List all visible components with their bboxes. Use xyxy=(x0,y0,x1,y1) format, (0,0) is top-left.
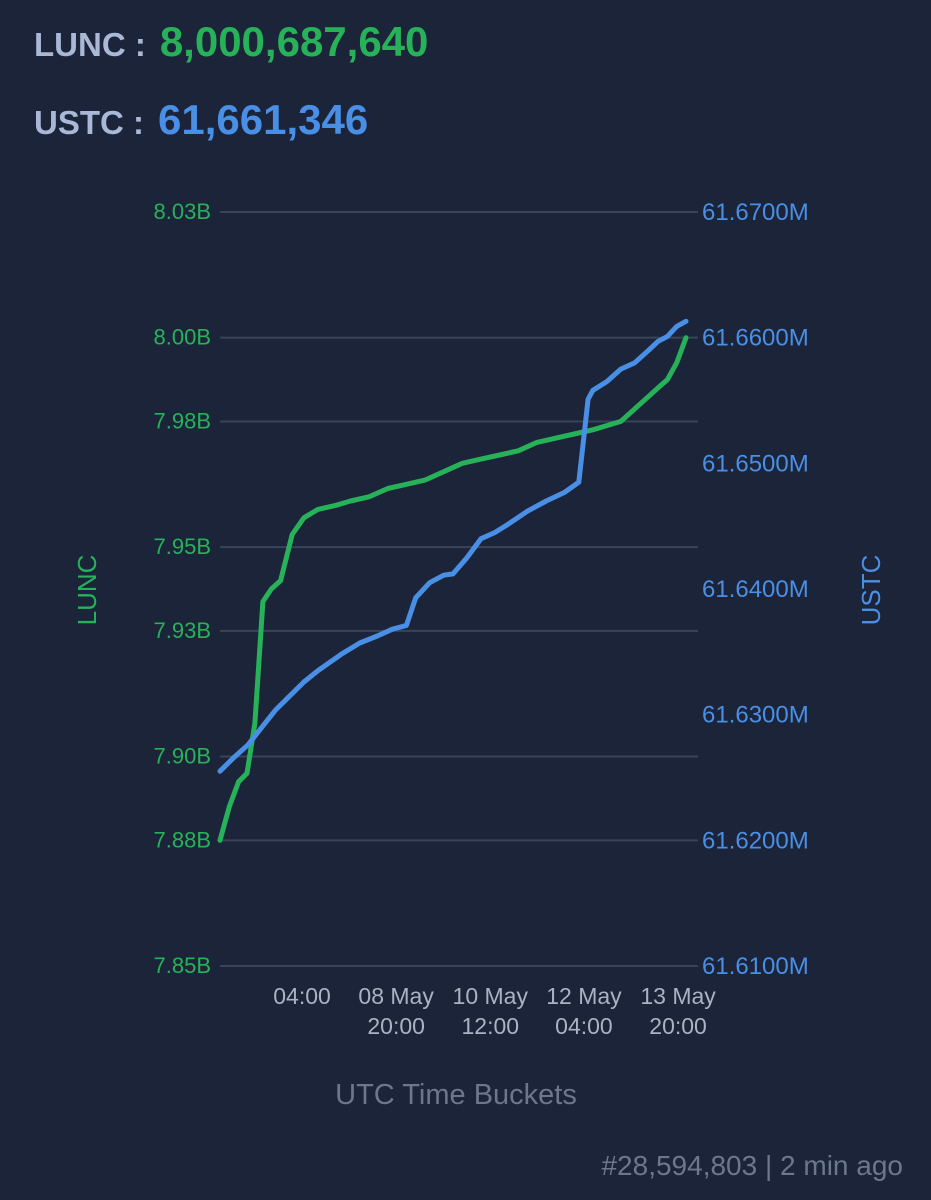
x-axis-title: UTC Time Buckets xyxy=(335,1079,577,1111)
ustc-supply-row: USTC : 61,661,346 xyxy=(34,96,368,144)
left-tick-label: 7.85B xyxy=(154,953,212,978)
left-tick-label: 7.93B xyxy=(154,618,212,643)
x-tick-label: 12 May xyxy=(546,983,622,1009)
x-tick-label: 13 May xyxy=(640,983,716,1009)
x-tick-label: 04:00 xyxy=(555,1013,613,1039)
right-axis-title: USTC xyxy=(856,555,886,626)
lunc-supply-row: LUNC : 8,000,687,640 xyxy=(34,18,428,66)
left-tick-label: 7.95B xyxy=(154,534,212,559)
lunc-supply-value: 8,000,687,640 xyxy=(159,18,429,65)
lunc-series-line xyxy=(217,335,689,843)
left-tick-label: 7.90B xyxy=(154,744,212,769)
lunc-supply-label: LUNC : xyxy=(34,26,146,63)
left-tick-label: 7.88B xyxy=(154,827,212,852)
x-tick-label: 20:00 xyxy=(367,1013,425,1039)
x-tick-label: 08 May xyxy=(358,983,434,1009)
ustc-supply-value: 61,661,346 xyxy=(158,96,369,143)
block-status-footer: #28,594,803 | 2 min ago xyxy=(601,1150,903,1181)
right-tick-label: 61.6400M xyxy=(702,576,809,603)
right-tick-label: 61.6100M xyxy=(702,953,809,980)
right-tick-label: 61.6700M xyxy=(702,199,809,226)
ustc-supply-label: USTC : xyxy=(34,104,144,141)
left-tick-label: 8.03B xyxy=(154,199,212,224)
ustc-series-line xyxy=(217,318,689,774)
right-tick-label: 61.6200M xyxy=(702,827,809,854)
x-tick-label: 10 May xyxy=(453,983,529,1009)
right-tick-label: 61.6500M xyxy=(702,450,809,477)
left-tick-label: 7.98B xyxy=(154,408,212,433)
x-tick-label: 04:00 xyxy=(273,983,331,1009)
x-tick-label: 20:00 xyxy=(649,1013,707,1039)
x-tick-label: 12:00 xyxy=(461,1013,519,1039)
right-tick-label: 61.6300M xyxy=(702,702,809,729)
supply-chart: 7.85B 7.88B 7.90B 7.93B 7.95B 7.98B 8.00B 8.03B… xyxy=(72,199,886,1111)
left-tick-label: 8.00B xyxy=(154,325,212,350)
right-tick-label: 61.6600M xyxy=(702,325,809,352)
left-axis-title: LUNC xyxy=(72,555,102,626)
